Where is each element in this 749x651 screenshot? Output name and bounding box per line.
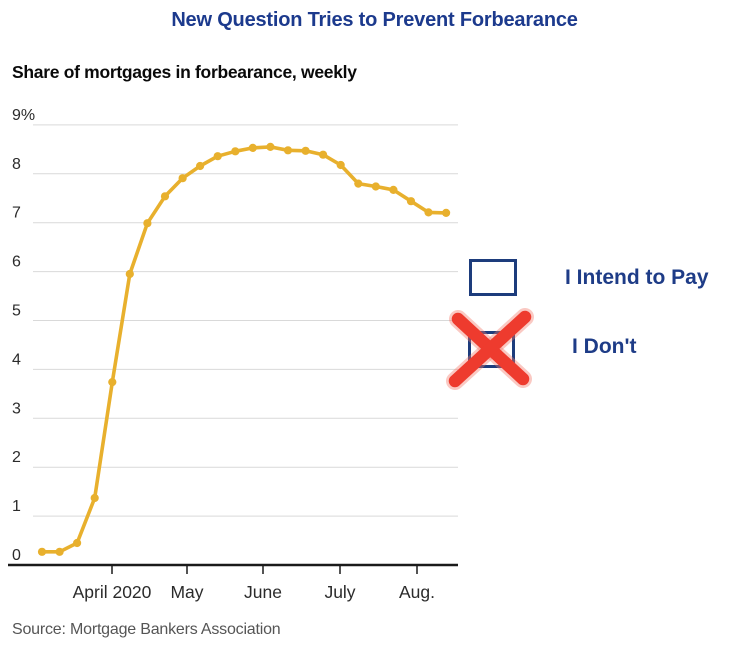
- forbearance-line-chart: 9% 8 7 6 5 4 3 2 1 0 April 2020 May June July Aug.: [8, 107, 458, 602]
- source-credit: Source: Mortgage Bankers Association: [12, 621, 281, 638]
- x-tick-label: May: [170, 582, 203, 602]
- y-tick-label: 3: [12, 400, 21, 417]
- data-point: [406, 197, 416, 206]
- x-tick-label: July: [324, 582, 355, 602]
- data-point: [178, 174, 187, 183]
- y-tick-label: 2: [12, 449, 21, 466]
- x-tick-label: Aug.: [399, 582, 435, 602]
- checkbox-label-intend-to-pay: I Intend to Pay: [565, 266, 709, 289]
- checkbox-dont[interactable]: [468, 331, 515, 368]
- y-tick-label: 9%: [12, 107, 35, 124]
- data-point: [108, 378, 117, 387]
- y-tick-label: 4: [12, 351, 21, 368]
- data-point: [336, 160, 345, 170]
- data-point: [143, 219, 152, 228]
- checkbox-label-dont: I Don't: [572, 335, 637, 358]
- y-tick-label: 5: [12, 303, 21, 320]
- data-point: [213, 152, 222, 161]
- data-point: [389, 185, 398, 194]
- x-tick-label: June: [244, 582, 282, 602]
- data-point: [73, 538, 82, 548]
- data-point: [371, 182, 380, 191]
- chart-subtitle: Share of mortgages in forbearance, weekl…: [12, 62, 357, 82]
- y-tick-label: 1: [12, 498, 21, 515]
- data-point: [160, 192, 170, 201]
- y-tick-label: 8: [12, 156, 21, 173]
- data-point: [266, 142, 275, 151]
- data-point: [37, 547, 47, 556]
- data-point: [424, 208, 433, 217]
- checkbox-intend-to-pay[interactable]: [469, 259, 517, 296]
- data-point: [354, 179, 363, 188]
- x-tick-label: April 2020: [73, 582, 152, 602]
- trend-line: [40, 145, 448, 554]
- y-tick-label: 0: [12, 547, 21, 564]
- page-title: New Question Tries to Prevent Forbearanc…: [171, 9, 578, 31]
- data-point: [125, 269, 134, 279]
- y-tick-label: 7: [12, 205, 21, 222]
- data-point: [283, 146, 293, 155]
- data-point: [248, 143, 257, 152]
- data-point: [196, 161, 205, 171]
- data-point: [231, 147, 240, 156]
- data-point: [90, 493, 99, 503]
- data-point: [442, 208, 451, 217]
- data-point: [55, 547, 64, 556]
- data-point: [319, 150, 328, 159]
- data-point: [301, 146, 310, 155]
- y-tick-label: 6: [12, 254, 21, 271]
